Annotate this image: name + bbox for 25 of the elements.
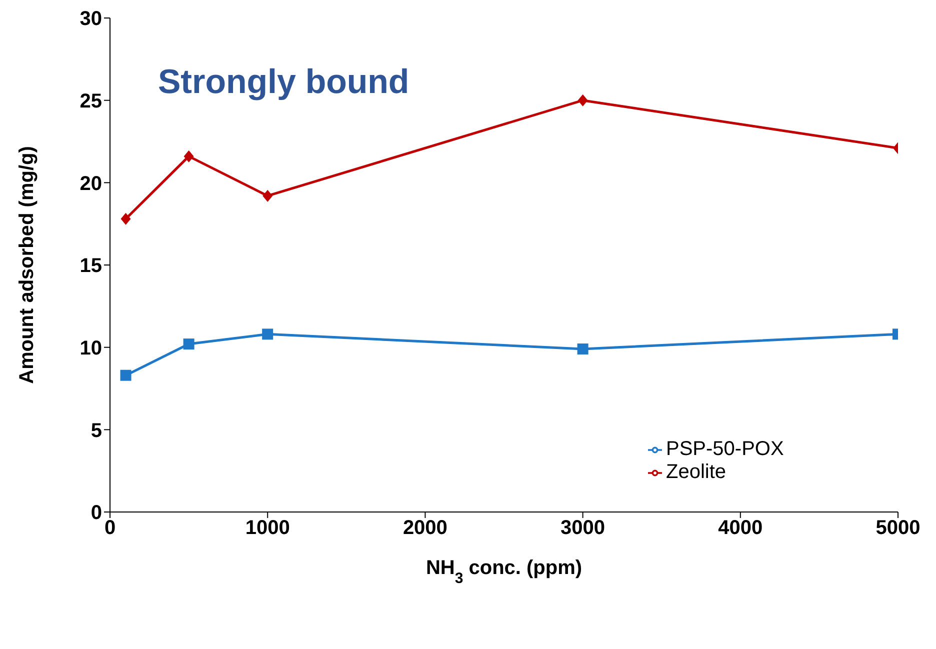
x-tick-label: 3000	[560, 517, 606, 540]
point	[183, 338, 194, 350]
x-tick-label: 4000	[718, 517, 763, 540]
legend-label: PSP-50-POX	[666, 438, 784, 460]
y-tick-label: 5	[90, 420, 102, 442]
y-tick-label: 20	[80, 172, 102, 195]
y-tick-label: 0	[90, 502, 102, 524]
y-tick-label: 10	[80, 337, 102, 360]
x-tick-label: 1000	[245, 517, 290, 540]
y-axis-title: Amount adsorbed (mg/g)	[16, 146, 38, 384]
x-tick-label: 5000	[876, 517, 920, 540]
point	[120, 212, 131, 225]
y-tick-label: 15	[80, 255, 102, 278]
annotation: Strongly bound	[158, 63, 410, 102]
point	[262, 190, 273, 202]
point	[578, 94, 588, 106]
point	[262, 328, 274, 340]
y-tick-label: 30	[80, 8, 102, 30]
point	[184, 150, 194, 162]
point	[577, 343, 588, 354]
y-tick-label: 25	[80, 90, 102, 112]
legend-label: Zeolite	[666, 461, 726, 483]
point	[120, 370, 132, 381]
x-axis-title: NH$_{3}$ conc. (ppm)	[426, 557, 582, 586]
x-tick-label: 2000	[402, 517, 448, 540]
